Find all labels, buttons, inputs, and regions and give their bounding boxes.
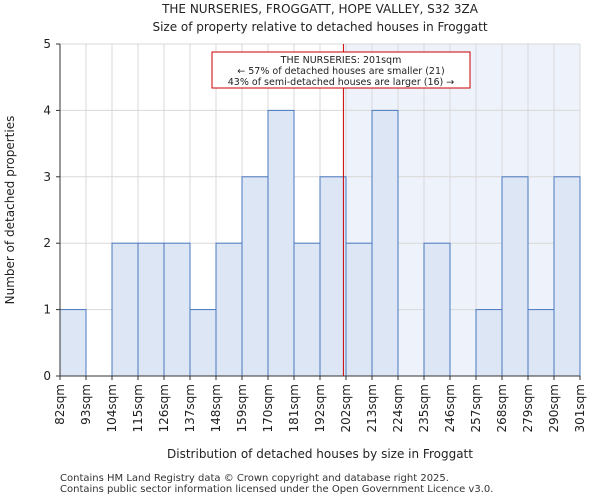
x-tick-label: 93sqm xyxy=(79,384,93,425)
bar-104sqm xyxy=(111,242,139,377)
bar-279sqm xyxy=(527,309,555,377)
x-tick-label: 202sqm xyxy=(339,384,353,432)
x-tick-label: 257sqm xyxy=(469,384,483,432)
y-tick-label: 5 xyxy=(43,37,51,51)
bar-170sqm xyxy=(267,109,295,377)
y-tick-label: 1 xyxy=(43,303,51,317)
x-tick-label: 301sqm xyxy=(573,384,587,432)
x-axis-label: Distribution of detached houses by size … xyxy=(167,447,473,461)
annotation-line-1: THE NURSERIES: 201sqm xyxy=(280,55,402,66)
x-tick-label: 290sqm xyxy=(547,384,561,432)
annotation-line-3: 43% of semi-detached houses are larger (… xyxy=(228,77,455,88)
x-tick-label: 192sqm xyxy=(313,384,327,432)
y-axis-label: Number of detached properties xyxy=(3,116,17,305)
bar-257sqm xyxy=(475,309,503,377)
bar-192sqm xyxy=(319,176,347,377)
x-tick-label: 148sqm xyxy=(209,384,223,432)
y-tick-label: 0 xyxy=(43,369,51,383)
bar-82sqm xyxy=(59,309,87,377)
bar-126sqm xyxy=(163,242,191,377)
x-tick-label: 159sqm xyxy=(235,384,249,432)
x-tick-label: 224sqm xyxy=(391,384,405,432)
bar-290sqm xyxy=(553,176,581,377)
x-tick-label: 235sqm xyxy=(417,384,431,432)
x-tick-label: 213sqm xyxy=(365,384,379,432)
chart-title: THE NURSERIES, FROGGATT, HOPE VALLEY, S3… xyxy=(161,2,479,16)
bar-148sqm xyxy=(215,242,243,377)
bar-181sqm xyxy=(293,242,321,377)
bar-115sqm xyxy=(137,242,165,377)
x-tick-label: 268sqm xyxy=(495,384,509,432)
y-tick-label: 4 xyxy=(43,103,51,117)
x-tick-label: 104sqm xyxy=(105,384,119,432)
x-tick-label: 246sqm xyxy=(443,384,457,432)
bar-235sqm xyxy=(423,242,451,377)
bar-137sqm xyxy=(189,309,217,377)
y-tick-label: 3 xyxy=(43,170,51,184)
x-tick-label: 115sqm xyxy=(131,384,145,432)
x-tick-label: 170sqm xyxy=(261,384,275,432)
x-tick-label: 279sqm xyxy=(521,384,535,432)
bar-213sqm xyxy=(371,109,399,377)
bar-202sqm xyxy=(345,242,373,377)
x-tick-label: 126sqm xyxy=(157,384,171,432)
x-tick-label: 181sqm xyxy=(287,384,301,432)
bar-159sqm xyxy=(241,176,269,377)
chart-subtitle: Size of property relative to detached ho… xyxy=(152,20,487,34)
annotation-line-2: ← 57% of detached houses are smaller (21… xyxy=(237,66,444,77)
bar-268sqm xyxy=(501,176,529,377)
annotation-box xyxy=(211,51,471,89)
x-tick-label: 137sqm xyxy=(183,384,197,432)
x-tick-label: 82sqm xyxy=(53,384,67,425)
footer-line-1: Contains HM Land Registry data © Crown c… xyxy=(60,473,449,484)
footer-line-2: Contains public sector information licen… xyxy=(60,484,494,495)
y-tick-label: 2 xyxy=(43,236,51,250)
plot-area: 0 1 2 3 4 5 82sqm 93sqm 104sqm 115sqm 126sqm 137sqm… xyxy=(43,37,587,432)
